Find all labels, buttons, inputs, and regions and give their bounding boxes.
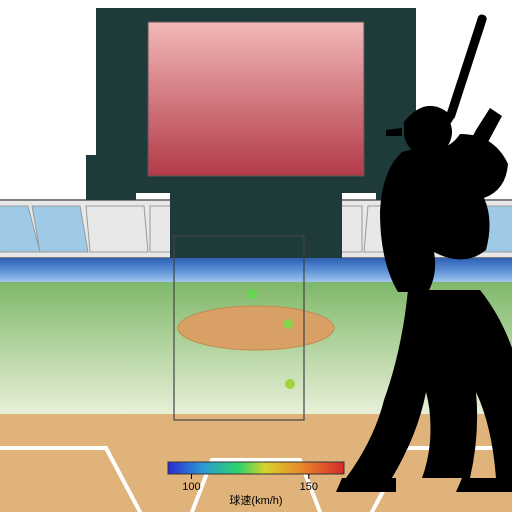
pitch-marker bbox=[283, 319, 293, 329]
scoreboard-screen bbox=[148, 22, 364, 176]
colorbar-tick-label: 100 bbox=[182, 481, 200, 493]
scoreboard-neck bbox=[170, 193, 342, 258]
chart-svg: 100 150 球速(km/h) bbox=[0, 0, 512, 512]
colorbar-tick-label: 150 bbox=[300, 481, 318, 493]
pitch-location-chart: 100 150 球速(km/h) bbox=[0, 0, 512, 512]
pitch-marker bbox=[285, 379, 295, 389]
stands-panel bbox=[32, 206, 88, 252]
speed-colorbar bbox=[168, 462, 344, 474]
outfield-wall bbox=[0, 258, 512, 282]
pitchers-mound bbox=[178, 306, 334, 350]
stands-panel bbox=[86, 206, 148, 252]
pitch-marker bbox=[247, 289, 257, 299]
colorbar-label: 球速(km/h) bbox=[229, 493, 282, 507]
